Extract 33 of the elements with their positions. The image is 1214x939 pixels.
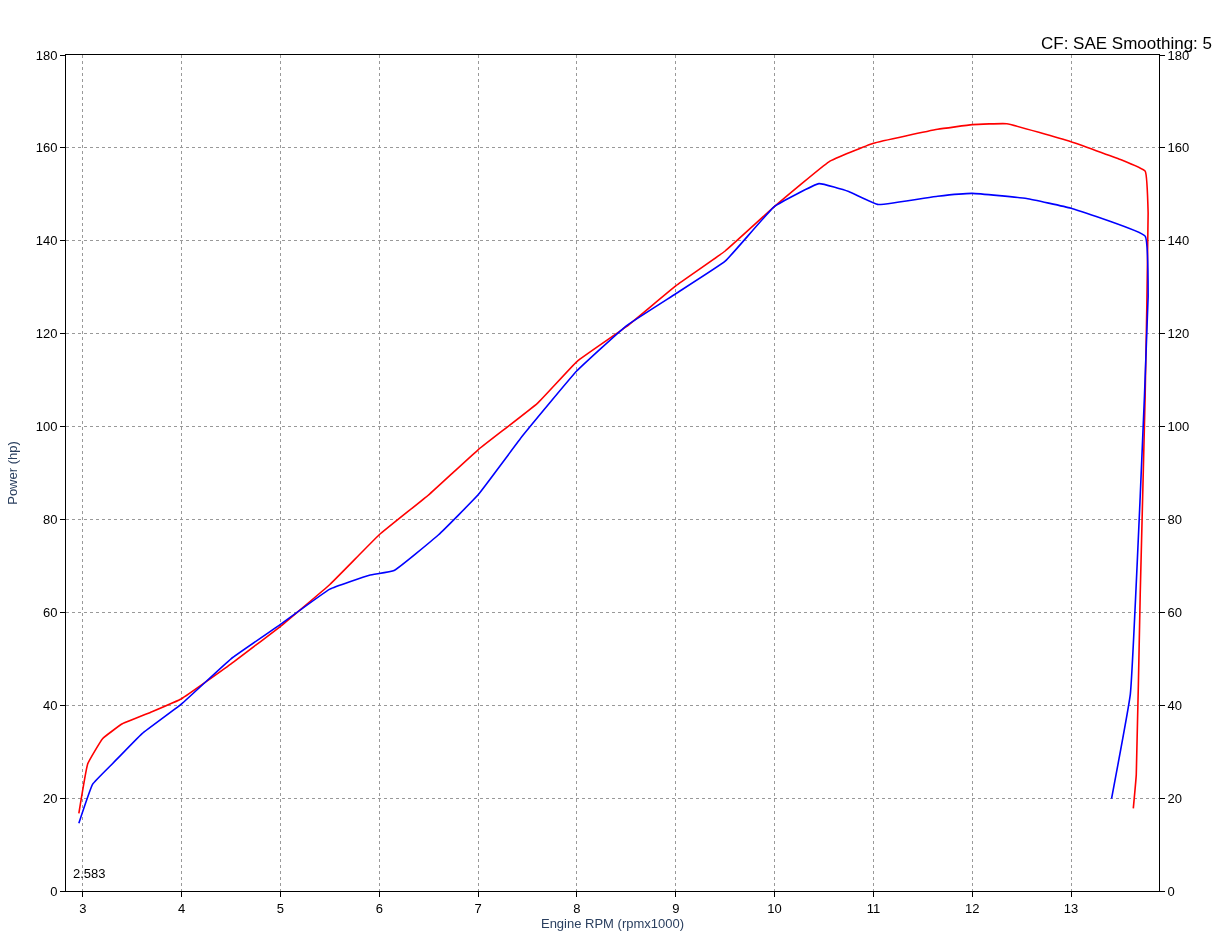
x-tick-label: 3	[79, 900, 87, 916]
y2-tick-label: 60	[1167, 604, 1183, 620]
x-tick-label: 11	[866, 900, 881, 916]
y-tick-label: 120	[35, 326, 58, 342]
x-axis-title: Engine RPM (rpmx1000)	[540, 915, 685, 931]
y2-tick-label: 140	[1167, 233, 1190, 249]
x-tick-label: 5	[276, 900, 285, 916]
annotation: 2.583	[73, 866, 106, 881]
y2-tick-label: 0	[1167, 883, 1175, 899]
x-tick-label: 4	[178, 900, 186, 916]
x-tick-label: 13	[1063, 900, 1079, 916]
y-tick-label: 140	[35, 233, 58, 249]
y-axis-title: Power (hp)	[4, 441, 20, 505]
y2-tick-label: 100	[1167, 419, 1190, 435]
y-tick-label: 20	[42, 790, 58, 806]
y2-tick-label: 120	[1167, 326, 1190, 342]
y-tick-label: 180	[35, 47, 58, 63]
y-tick-label: 100	[35, 419, 58, 435]
x-tick-label: 9	[672, 900, 680, 916]
x-tick-label: 8	[573, 900, 581, 916]
y-tick-label: 60	[42, 604, 58, 620]
y-tick-label: 0	[50, 883, 58, 899]
y2-tick-label: 20	[1167, 790, 1183, 806]
y-tick-label: 80	[42, 511, 58, 527]
x-tick-label: 7	[474, 900, 482, 916]
x-tick-label: 10	[767, 900, 782, 916]
y-tick-label: 160	[35, 140, 58, 156]
y2-tick-label: 160	[1167, 140, 1190, 156]
y-tick-label: 40	[42, 697, 58, 713]
y2-tick-label: 40	[1167, 697, 1183, 713]
y2-tick-label: 80	[1167, 511, 1183, 527]
x-tick-label: 6	[375, 900, 383, 916]
x-tick-label: 12	[964, 900, 980, 916]
